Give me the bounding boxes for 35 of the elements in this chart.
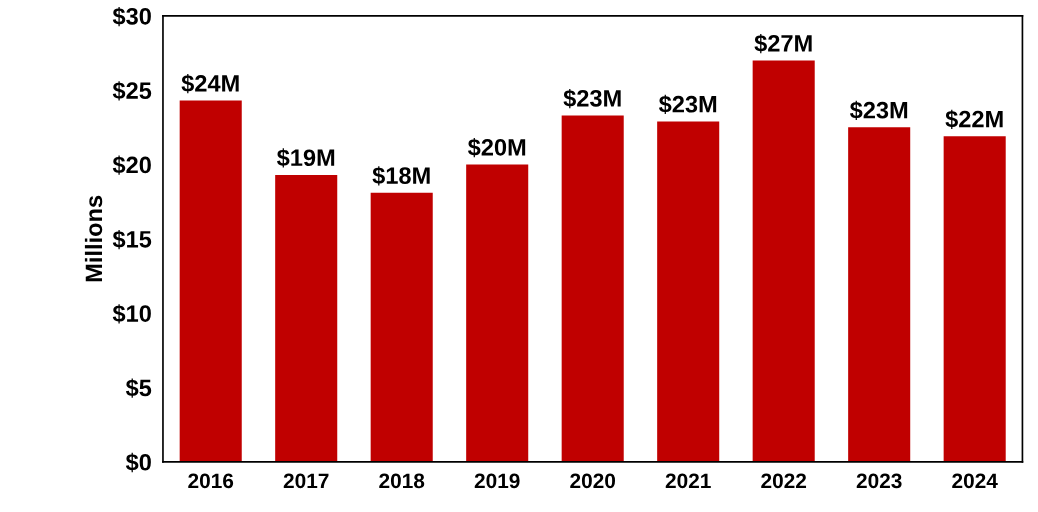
x-tick-label: 2022 (761, 473, 807, 489)
bar (752, 60, 815, 462)
x-tick-label: 2018 (379, 473, 425, 489)
y-axis-title: Millions (84, 195, 103, 282)
x-tick-label: 2023 (856, 473, 902, 489)
y-tick-label: $5 (125, 378, 152, 398)
y-tick-label: $10 (112, 304, 151, 324)
bar (848, 127, 911, 462)
bar (657, 121, 720, 462)
x-tick-label: 2017 (283, 473, 329, 489)
data-label: $27M (754, 33, 812, 54)
x-tick-label: 2019 (474, 473, 520, 489)
x-tick-label: 2024 (952, 473, 998, 489)
data-label: $19M (276, 148, 335, 168)
data-label: $18M (372, 166, 430, 186)
y-tick-label: $15 (112, 229, 152, 250)
data-label: $22M (945, 109, 1003, 129)
data-label: $24M (181, 74, 239, 94)
bar (561, 115, 624, 462)
y-tick-label: $30 (112, 6, 151, 27)
bar (179, 100, 242, 462)
bar (466, 164, 529, 462)
data-label: $23M (658, 94, 717, 115)
y-tick-label: $25 (112, 81, 152, 101)
y-tick-label: $20 (112, 155, 151, 175)
bar (943, 136, 1006, 462)
bar (275, 174, 338, 462)
x-tick-label: 2021 (665, 473, 711, 489)
data-label: $23M (563, 88, 621, 109)
bar (370, 192, 433, 462)
x-tick-label: 2016 (188, 473, 234, 489)
y-tick-label: $0 (125, 452, 151, 473)
data-label: $20M (467, 137, 526, 158)
x-tick-label: 2020 (570, 473, 616, 489)
data-label: $23M (849, 100, 908, 121)
